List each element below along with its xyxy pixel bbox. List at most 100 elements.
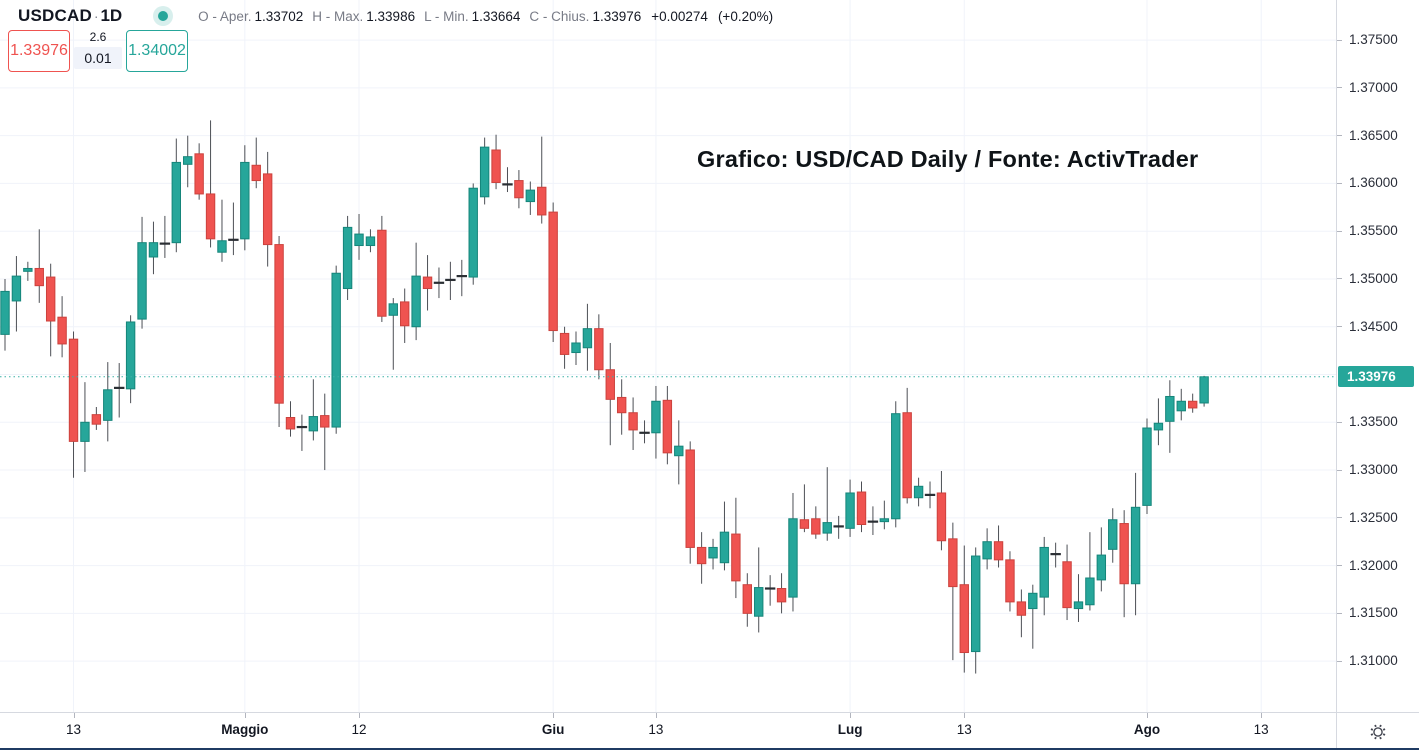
ohlc-values: O - Aper. 1.33702 H - Max. 1.33986 L - Min. 1… [198, 9, 641, 24]
candle-up [240, 161, 250, 240]
ohlc-field: C - Chius. 1.33976 [529, 9, 641, 24]
candle-up [217, 240, 227, 253]
market-status-icon [152, 5, 174, 27]
candle-down [548, 211, 558, 332]
candle-down [948, 538, 958, 588]
price-axis-tick [1337, 182, 1342, 184]
chart-source-annotation: Grafico: USD/CAD Daily / Fonte: ActivTra… [697, 146, 1199, 172]
candle-up [308, 416, 319, 432]
symbol-name: USDCAD · 1D [18, 6, 122, 26]
candle-up [1153, 422, 1164, 431]
candle-down [594, 328, 604, 371]
ohlc-field-value: 1.33986 [366, 8, 416, 24]
lot-size-field[interactable]: 0.01 [74, 47, 122, 69]
candlestick-chart[interactable] [0, 0, 1336, 712]
candle-down [285, 417, 296, 430]
ohlc-field-label: H - Max. [312, 8, 364, 24]
candle-up [1108, 519, 1118, 550]
candle-up [708, 546, 718, 559]
candle-down [696, 546, 707, 565]
gear-icon[interactable] [1368, 722, 1388, 742]
candle-up [479, 146, 490, 198]
candle-up [388, 303, 398, 316]
spread-lot-widget: 2.6 0.01 [70, 30, 126, 72]
price-axis[interactable]: 1.33976 1.37500 1.37000 1.36500 1.36000 1.35… [1336, 0, 1419, 712]
ohlc-field: O - Aper. 1.33702 [198, 9, 303, 24]
buy-ask-button[interactable]: 1.34002 [126, 30, 188, 72]
candle-down [605, 369, 615, 400]
candle-up [1085, 577, 1095, 606]
price-axis-tick [1337, 87, 1342, 89]
ohlc-field-label: C - Chius. [529, 8, 590, 24]
candle-down [1187, 400, 1198, 409]
candle-down [559, 332, 570, 355]
candle-up [1165, 395, 1175, 422]
candle-up [148, 242, 159, 258]
candle-down [902, 412, 912, 499]
candle-up [982, 541, 992, 560]
candle-up [674, 445, 684, 457]
time-axis[interactable]: 13 Maggio 12 Giu 13 Lug 13 Ago 13 [0, 712, 1419, 748]
price-axis-tick [1337, 39, 1342, 41]
candle-down [320, 415, 330, 428]
candle-up [1130, 506, 1141, 585]
candle-up [80, 421, 90, 442]
timeframe-label: 1D [100, 6, 123, 25]
ohlc-field-label: O - Aper. [198, 8, 252, 24]
price-axis-label: 1.33000 [1349, 462, 1398, 478]
candle-up [1039, 546, 1049, 598]
ohlc-field: H - Max. 1.33986 [312, 9, 415, 24]
candle-down [731, 533, 741, 582]
sell-bid-button[interactable]: 1.33976 [8, 30, 70, 72]
symbol-label: USDCAD [18, 6, 92, 25]
status-dot [158, 11, 169, 21]
candle-down [377, 229, 387, 317]
candle-down [1016, 601, 1027, 616]
time-axis-tick [1147, 713, 1148, 718]
candle-down [742, 584, 752, 614]
candle-down [194, 153, 204, 195]
time-axis-tick [553, 713, 555, 718]
time-axis-day-label: 13 [648, 722, 664, 737]
candle-down [34, 267, 44, 287]
ohlc-field-label: L - Min. [424, 8, 469, 24]
candle-down [959, 584, 969, 654]
change-absolute: +0.00274 [651, 8, 708, 24]
quote-panel: 1.33976 2.6 0.01 1.34002 [8, 30, 188, 72]
candle-up [1073, 601, 1084, 610]
candle-down [936, 492, 947, 542]
time-axis-day-label: 13 [1253, 722, 1269, 737]
price-axis-tick [1337, 565, 1342, 567]
time-axis-tick [244, 713, 246, 718]
price-axis-tick [1337, 660, 1342, 662]
time-axis-tick [1261, 713, 1263, 718]
price-axis-label: 1.36000 [1349, 175, 1398, 191]
candle-up [879, 518, 890, 523]
chart-legend: USDCAD · 1D O - Aper. 1.33702 H - Max. 1.3398… [18, 4, 773, 28]
candle-down [251, 164, 261, 182]
candle-down [993, 541, 1004, 561]
time-axis-day-label: 13 [66, 722, 82, 737]
candle-up [0, 290, 10, 335]
candle-up [971, 555, 981, 653]
price-axis-label: 1.35500 [1349, 223, 1398, 239]
time-axis-month-label: Lug [837, 722, 863, 737]
candle-up [125, 321, 136, 390]
price-axis-tick [1337, 421, 1342, 423]
time-axis-month-label: Maggio [221, 722, 269, 737]
ohlc-field-value: 1.33664 [471, 8, 521, 24]
time-axis-tick [964, 713, 966, 718]
price-axis-tick [1337, 469, 1342, 471]
axis-settings-corner[interactable] [1336, 713, 1419, 748]
candle-down [57, 316, 67, 345]
price-axis-tick [1337, 326, 1342, 328]
time-axis-day-label: 13 [956, 722, 972, 737]
candle-down [662, 399, 673, 454]
legend-separator: · [93, 9, 99, 24]
price-axis-label: 1.37500 [1349, 32, 1398, 48]
candle-down [1062, 561, 1072, 609]
time-axis-month-label: Giu [541, 722, 565, 737]
candle-up [137, 242, 147, 320]
candle-down [799, 519, 810, 529]
candle-down [45, 276, 56, 322]
